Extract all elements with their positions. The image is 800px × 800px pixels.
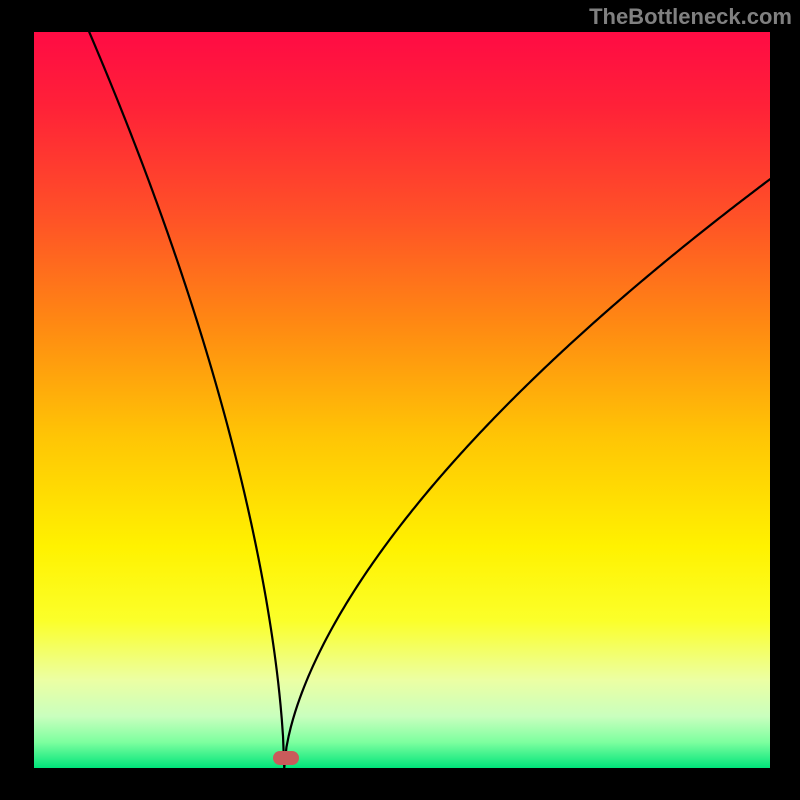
plot-background xyxy=(34,32,770,768)
chart-container: TheBottleneck.com xyxy=(0,0,800,800)
watermark-text: TheBottleneck.com xyxy=(589,4,792,30)
plot-svg xyxy=(34,32,770,768)
vertex-marker xyxy=(273,751,299,765)
plot-area xyxy=(34,32,770,768)
